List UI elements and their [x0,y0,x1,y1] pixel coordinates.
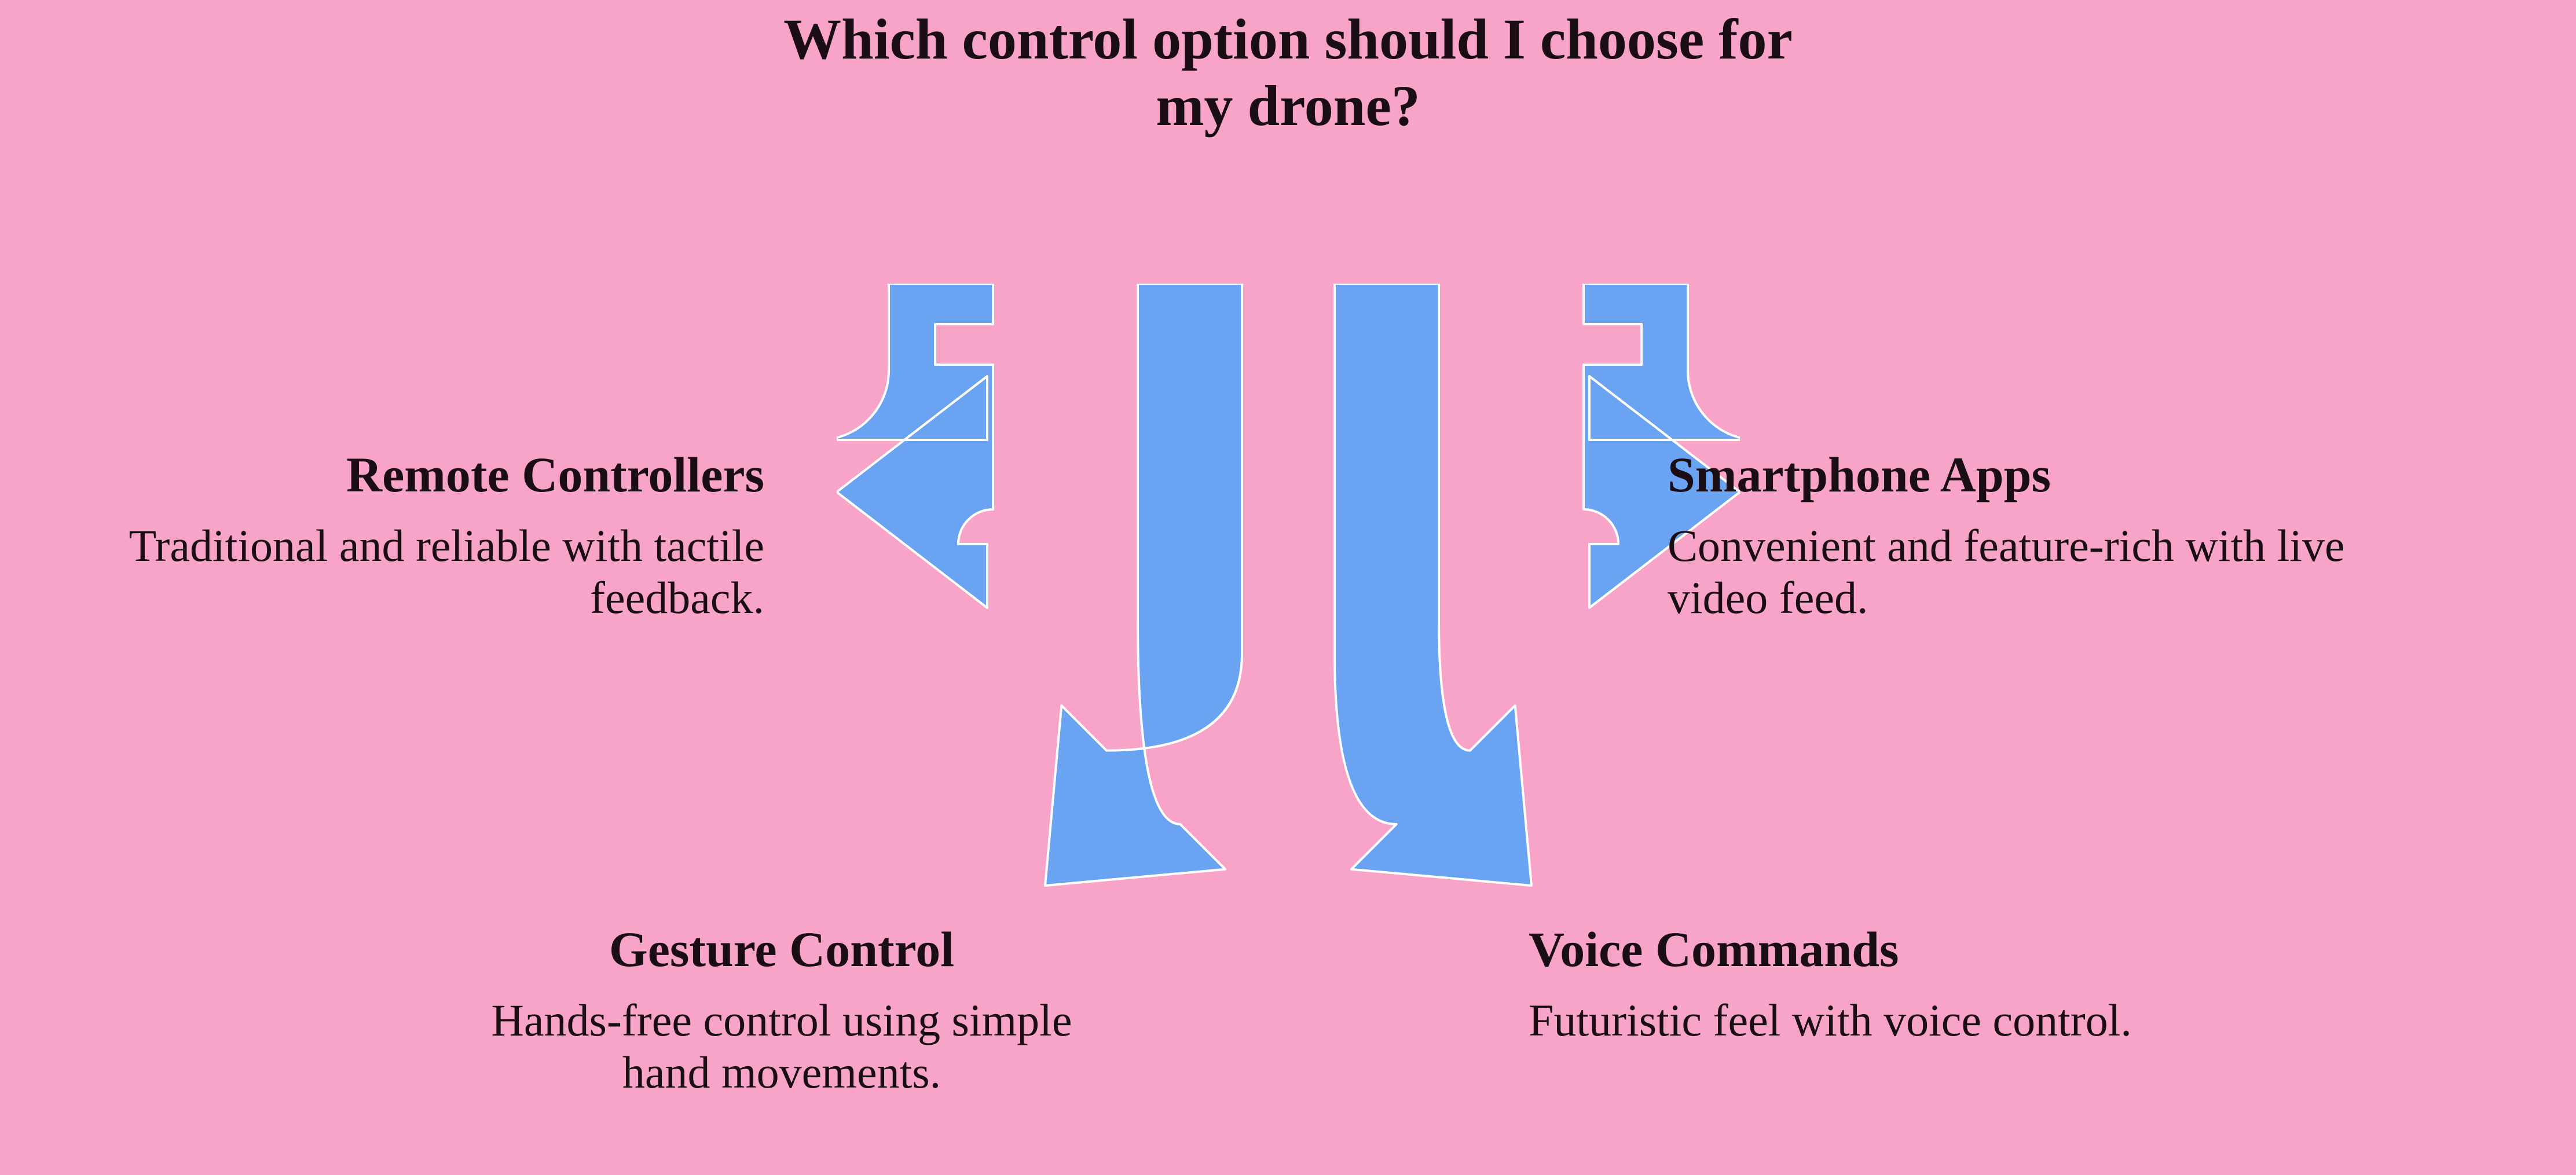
option-heading: Voice Commands [1529,920,2165,978]
option-desc: Futuristic feel with voice control. [1529,994,2165,1047]
option-desc: Hands-free control using simple hand mov… [463,994,1100,1099]
infographic-canvas: Which control option should I choose for… [0,0,2576,1175]
option-desc: Convenient and feature-rich with live vi… [1668,520,2351,624]
option-heading: Gesture Control [463,920,1100,978]
option-desc: Traditional and reliable with tactile fe… [104,520,764,624]
option-voice-commands: Voice Commands Futuristic feel with voic… [1529,920,2165,1047]
option-gesture-control: Gesture Control Hands-free control using… [463,920,1100,1099]
option-heading: Smartphone Apps [1668,446,2351,504]
arrow-group [837,284,1740,891]
arrow-down-left [1045,284,1242,886]
arrow-left [837,284,993,608]
option-remote-controllers: Remote Controllers Traditional and relia… [104,446,764,624]
option-heading: Remote Controllers [104,446,764,504]
title: Which control option should I choose for… [767,6,1809,139]
option-smartphone-apps: Smartphone Apps Convenient and feature-r… [1668,446,2351,624]
arrow-down-right [1335,284,1531,886]
